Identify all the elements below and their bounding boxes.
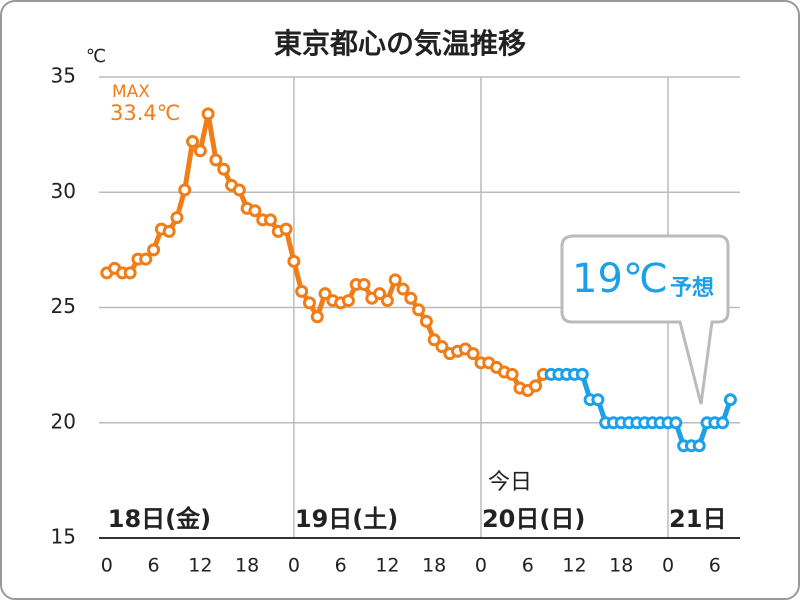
data-point (669, 416, 683, 430)
data-point (412, 303, 426, 317)
data-point (388, 273, 402, 287)
max-label: MAX (112, 82, 150, 102)
y-tick-label: 20 (51, 409, 76, 433)
data-point (263, 213, 277, 227)
data-point (591, 393, 605, 407)
today-label: 今日 (488, 470, 532, 495)
data-point (178, 183, 192, 197)
data-point (318, 287, 332, 301)
day-label: 20日(日) (482, 505, 585, 533)
x-tick-label: 6 (709, 555, 721, 577)
y-tick-label: 30 (51, 179, 76, 203)
x-tick-label: 12 (562, 555, 586, 577)
y-tick-label: 25 (51, 294, 76, 318)
data-point (427, 333, 441, 347)
x-tick-label: 18 (422, 555, 446, 577)
data-point (723, 393, 737, 407)
x-tick-label: 12 (375, 555, 399, 577)
data-point (419, 314, 433, 328)
y-unit: ℃ (86, 46, 106, 67)
data-point (279, 222, 293, 236)
data-point (373, 287, 387, 301)
x-tick-label: 6 (335, 555, 347, 577)
data-point (287, 254, 301, 268)
data-point (162, 224, 176, 238)
data-point (505, 367, 519, 381)
callout-value: 19℃ (572, 256, 668, 302)
data-point (139, 252, 153, 266)
data-point (209, 153, 223, 167)
data-point (310, 310, 324, 324)
data-point (186, 135, 200, 149)
data-point (295, 284, 309, 298)
data-point (435, 340, 449, 354)
data-point (217, 162, 231, 176)
x-tick-label: 0 (288, 555, 300, 577)
data-point (193, 144, 207, 158)
y-tick-label: 15 (51, 525, 76, 549)
chart-title: 東京都心の気温推移 (274, 27, 526, 60)
callout: 19℃ 予想 (560, 234, 730, 405)
day-label: 21日 (669, 505, 726, 533)
data-point (170, 211, 184, 225)
max-value: 33.4℃ (110, 101, 180, 125)
y-tick-label: 35 (51, 64, 76, 88)
data-point (380, 294, 394, 308)
data-point (396, 282, 410, 296)
data-point (248, 204, 262, 218)
data-point (123, 266, 137, 280)
callout-box (560, 234, 730, 405)
data-point (529, 379, 543, 393)
data-point (466, 347, 480, 361)
data-point (716, 416, 730, 430)
data-point (302, 296, 316, 310)
x-tick-label: 0 (475, 555, 487, 577)
day-label: 19日(土) (295, 505, 398, 533)
data-point (692, 439, 706, 453)
data-point (575, 367, 589, 381)
x-tick-label: 0 (101, 555, 113, 577)
x-tick-label: 6 (148, 555, 160, 577)
x-tick-label: 18 (235, 555, 259, 577)
data-point (201, 107, 215, 121)
callout-suffix: 予想 (670, 276, 714, 301)
x-tick-label: 0 (662, 555, 674, 577)
data-point (147, 243, 161, 257)
data-point (232, 183, 246, 197)
x-tick-label: 6 (522, 555, 534, 577)
data-point (404, 291, 418, 305)
data-point (357, 277, 371, 291)
x-tick-label: 12 (188, 555, 212, 577)
data-point (341, 294, 355, 308)
day-label: 18日(金) (108, 505, 211, 533)
x-tick-label: 18 (609, 555, 633, 577)
